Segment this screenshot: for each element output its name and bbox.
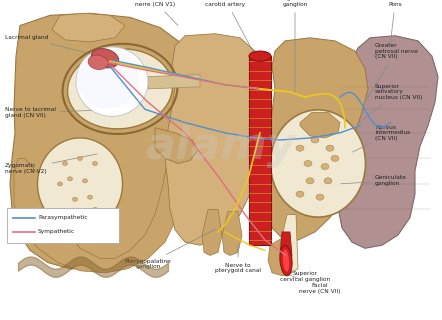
Ellipse shape: [76, 47, 148, 116]
Ellipse shape: [62, 161, 68, 165]
Text: Lacrimal
nerre (CN V1): Lacrimal nerre (CN V1): [135, 0, 178, 26]
Polygon shape: [338, 36, 438, 248]
Ellipse shape: [271, 110, 366, 217]
Ellipse shape: [331, 155, 339, 161]
Ellipse shape: [77, 49, 139, 108]
Text: Pterygopalatine
ganglion: Pterygopalatine ganglion: [125, 229, 216, 269]
Ellipse shape: [68, 177, 72, 181]
Text: Facial
nerve (CN VII): Facial nerve (CN VII): [288, 274, 341, 294]
Polygon shape: [14, 158, 175, 273]
Text: Parasympathetic: Parasympathetic: [38, 215, 88, 220]
Polygon shape: [165, 34, 260, 245]
Text: Lacrimal gland: Lacrimal gland: [5, 35, 97, 56]
Ellipse shape: [296, 145, 304, 151]
Text: Nervus
intermedius
(CN VII): Nervus intermedius (CN VII): [353, 124, 410, 152]
Text: Nerve to
pterygoid canal: Nerve to pterygoid canal: [215, 245, 261, 273]
Text: Pons: Pons: [388, 2, 402, 43]
Polygon shape: [148, 75, 200, 89]
Ellipse shape: [321, 164, 329, 170]
Ellipse shape: [72, 197, 77, 201]
Ellipse shape: [88, 195, 92, 199]
FancyBboxPatch shape: [7, 208, 119, 243]
Ellipse shape: [77, 156, 83, 160]
Ellipse shape: [57, 182, 62, 186]
Ellipse shape: [280, 245, 292, 276]
Polygon shape: [202, 210, 222, 255]
Ellipse shape: [316, 194, 324, 200]
Polygon shape: [249, 56, 271, 245]
Ellipse shape: [62, 210, 68, 213]
Text: Nerve to lacrimal
gland (CN VII): Nerve to lacrimal gland (CN VII): [5, 107, 127, 118]
Polygon shape: [155, 128, 198, 164]
Polygon shape: [280, 232, 292, 269]
Ellipse shape: [283, 249, 289, 272]
Text: Sympathetic: Sympathetic: [38, 229, 75, 235]
Ellipse shape: [88, 55, 108, 69]
Ellipse shape: [311, 137, 319, 143]
Ellipse shape: [68, 49, 172, 129]
Ellipse shape: [306, 178, 314, 184]
Polygon shape: [222, 212, 242, 255]
Text: Greater
petrosal nerve
(CN VII): Greater petrosal nerve (CN VII): [366, 43, 418, 100]
Ellipse shape: [326, 145, 334, 151]
Polygon shape: [280, 215, 298, 273]
Ellipse shape: [304, 160, 312, 166]
Text: Geniculate
ganglion: Geniculate ganglion: [341, 175, 407, 186]
Ellipse shape: [92, 161, 98, 165]
Text: Trigeminal
ganglion: Trigeminal ganglion: [280, 0, 310, 92]
Ellipse shape: [92, 207, 98, 212]
Ellipse shape: [38, 138, 122, 230]
Polygon shape: [300, 112, 340, 138]
Text: Carotid plexus
on internal
carotid artery: Carotid plexus on internal carotid arter…: [204, 0, 261, 66]
Text: Zygomatic
nerve (CN V2): Zygomatic nerve (CN V2): [5, 154, 97, 174]
Polygon shape: [52, 13, 125, 42]
Ellipse shape: [77, 212, 83, 217]
Text: alamy: alamy: [146, 124, 296, 168]
Polygon shape: [10, 13, 200, 269]
Ellipse shape: [91, 49, 119, 68]
Polygon shape: [265, 38, 368, 240]
Ellipse shape: [296, 191, 304, 197]
Ellipse shape: [324, 178, 332, 184]
Text: alamy  E1JM09: alamy E1JM09: [170, 299, 272, 312]
Text: Superior
cervical ganglion: Superior cervical ganglion: [280, 262, 330, 282]
Ellipse shape: [249, 51, 271, 61]
Ellipse shape: [83, 179, 88, 183]
Text: Superior
salivatory
nucleus (CN VII): Superior salivatory nucleus (CN VII): [357, 84, 423, 124]
Polygon shape: [268, 238, 295, 276]
